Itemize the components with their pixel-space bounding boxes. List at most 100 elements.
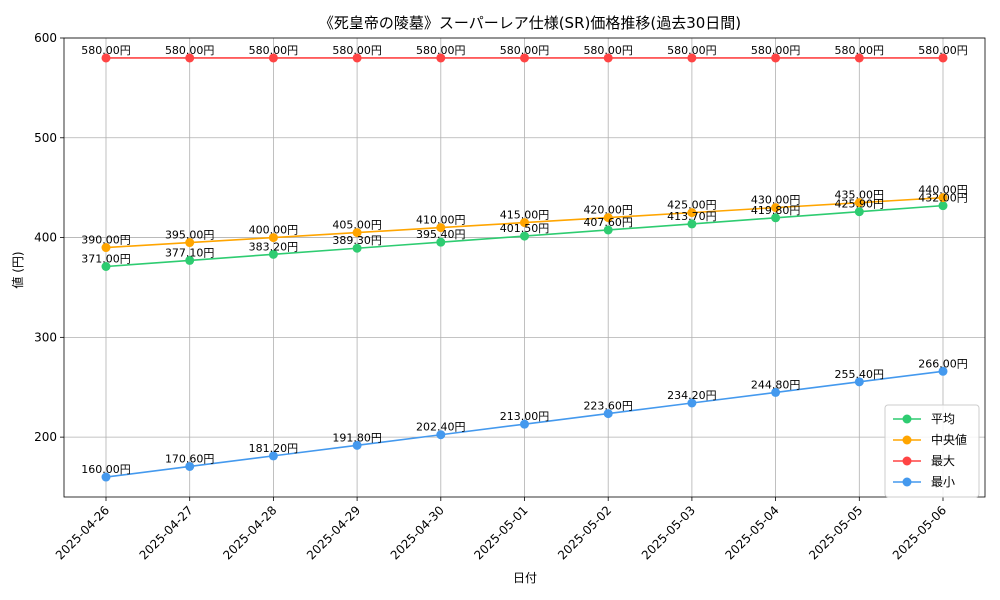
data-point-最小 [603,409,613,419]
data-point-平均 [603,225,613,235]
data-point-中央値 [352,228,362,238]
data-label-最小: 213.00円 [500,410,550,423]
axes: 2025-04-26 2025-04-27 2025-04-28 2025-04-29… [34,31,986,562]
data-label-平均: 413.70円 [667,210,717,223]
legend-label-最大: 最大 [931,454,955,468]
data-label-平均: 389.30円 [332,234,382,247]
data-point-最小 [520,419,529,429]
data-label-平均: 383.20円 [249,240,299,253]
data-label-最大: 580.00円 [332,44,382,57]
data-labels: 371.00円 377.10円 383.20円 389.30円 395.40円 401.5… [81,44,968,476]
data-point-中央値 [520,218,529,228]
data-label-平均: 407.60円 [583,216,633,229]
x-tick-label: 2025-05-05 [806,503,865,562]
y-tick-label: 500 [34,131,57,145]
data-point-平均 [854,207,864,217]
data-point-最小 [185,461,195,471]
data-label-中央値: 390.00円 [81,234,131,247]
data-label-最大: 580.00円 [918,44,968,57]
data-point-最大 [185,53,195,63]
data-point-中央値 [436,223,446,233]
x-tick-label: 2025-04-26 [53,503,112,562]
data-point-最小 [352,440,362,450]
data-point-最大 [520,53,529,63]
data-point-中央値 [938,193,948,203]
x-tick-label: 2025-05-06 [890,503,949,562]
data-point-最小 [268,451,278,461]
data-label-最大: 580.00円 [835,44,885,57]
data-point-平均 [436,237,446,247]
data-point-最大 [603,53,613,63]
data-label-最小: 170.60円 [165,452,215,465]
data-point-最小 [771,387,781,397]
data-label-中央値: 395.00円 [165,229,215,242]
data-label-平均: 432.00円 [918,192,968,205]
data-point-最小 [938,366,948,376]
data-point-最小 [101,472,111,482]
data-point-平均 [520,231,529,241]
data-label-最大: 580.00円 [165,44,215,57]
data-label-最大: 580.00円 [81,44,131,57]
legend-label-中央値: 中央値 [931,432,967,447]
x-tick-label: 2025-05-03 [639,503,698,562]
data-label-平均: 395.40円 [416,228,466,241]
data-label-平均: 377.10円 [165,246,215,259]
x-tick-label: 2025-05-02 [555,503,614,562]
data-label-中央値: 435.00円 [835,189,885,202]
data-point-最大 [101,53,111,63]
data-point-中央値 [268,233,278,243]
data-point-最大 [352,53,362,63]
data-point-平均 [352,243,362,253]
y-tick-label: 600 [34,31,57,45]
y-axis-label: 値 (円) [10,251,25,288]
legend-marker-最小 [902,477,912,487]
data-label-最小: 255.40円 [835,368,885,381]
x-tick-label: 2025-04-29 [304,503,363,562]
data-point-平均 [268,249,278,259]
legend-marker-最大 [902,456,912,466]
data-point-平均 [687,219,697,229]
data-point-最小 [436,430,446,440]
data-label-中央値: 400.00円 [249,224,299,237]
data-label-最大: 580.00円 [500,44,550,57]
y-tick-label: 200 [34,430,57,444]
data-label-中央値: 420.00円 [583,204,633,217]
data-point-中央値 [185,238,195,248]
data-point-最大 [268,53,278,63]
legend-label-平均: 平均 [931,412,955,426]
y-tick-label: 300 [34,330,57,344]
x-axis-label: 日付 [513,571,537,585]
data-point-平均 [938,201,948,211]
data-point-平均 [185,255,195,265]
legend-marker-平均 [902,414,912,424]
data-point-最大 [687,53,697,63]
x-tick-label: 2025-05-04 [723,503,782,562]
data-point-中央値 [101,243,111,253]
data-point-最大 [854,53,864,63]
data-label-最小: 223.60円 [583,400,633,413]
data-label-中央値: 410.00円 [416,214,466,227]
data-point-平均 [101,262,111,272]
series-layer [101,53,948,482]
data-label-最小: 160.00円 [81,463,131,476]
data-point-中央値 [771,203,781,213]
data-label-中央値: 425.00円 [667,199,717,212]
data-label-中央値: 430.00円 [751,194,801,207]
data-label-平均: 425.90円 [835,198,885,211]
data-point-最小 [854,377,864,387]
data-label-中央値: 440.00円 [918,184,968,197]
y-tick-label: 400 [34,231,57,245]
data-point-中央値 [854,198,864,208]
data-label-最小: 202.40円 [416,421,466,434]
data-label-最小: 266.00円 [918,357,968,370]
data-label-平均: 401.50円 [500,222,550,235]
x-tick-label: 2025-05-01 [471,503,530,562]
data-point-平均 [771,213,781,223]
legend-label-最小: 最小 [931,475,955,489]
data-point-中央値 [687,208,697,218]
data-label-平均: 419.80円 [751,204,801,217]
data-label-中央値: 405.00円 [332,219,382,232]
data-point-中央値 [603,213,613,223]
